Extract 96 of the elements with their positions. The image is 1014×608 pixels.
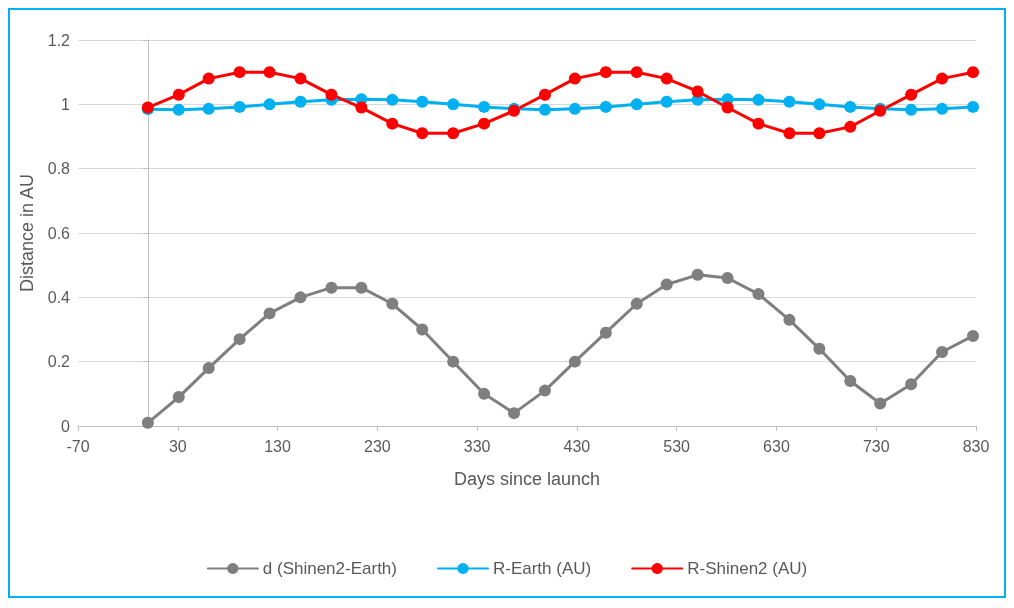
point [202, 102, 215, 115]
point [967, 100, 980, 113]
point [202, 362, 215, 375]
y-tick-label: 0.2 [47, 353, 71, 371]
y-tick-label: 0.4 [47, 288, 71, 306]
x-tick-label: 230 [363, 437, 391, 455]
point [447, 98, 460, 111]
point [936, 72, 949, 85]
point [752, 93, 765, 106]
point [202, 72, 215, 85]
point [905, 378, 918, 391]
point [355, 101, 368, 114]
point [813, 98, 826, 111]
x-tick-label: 630 [763, 437, 790, 455]
point [386, 297, 399, 310]
point [874, 397, 887, 410]
point [263, 98, 276, 111]
point [691, 85, 704, 98]
point [568, 102, 581, 115]
point [416, 323, 429, 336]
point [844, 374, 857, 387]
point [660, 72, 673, 85]
point [721, 272, 734, 285]
point [263, 66, 276, 79]
point [538, 384, 551, 397]
point [294, 291, 307, 304]
point [141, 416, 154, 429]
point [599, 100, 612, 113]
point [691, 268, 704, 281]
point [783, 127, 796, 140]
point [538, 88, 551, 101]
point [233, 100, 246, 113]
point [294, 95, 307, 108]
point [967, 66, 980, 79]
x-tick-label: 30 [168, 437, 187, 455]
x-tick-label: 130 [264, 437, 291, 455]
point [233, 333, 246, 346]
point [813, 342, 826, 355]
y-tick-label: 0.6 [47, 224, 71, 242]
point [783, 313, 796, 326]
point [233, 66, 246, 79]
point [967, 329, 980, 342]
point [478, 100, 491, 113]
y-tick-label: 1.2 [47, 31, 71, 49]
point [355, 281, 368, 294]
point [447, 127, 460, 140]
point [599, 66, 612, 79]
point [660, 278, 673, 291]
point [172, 391, 185, 404]
point [721, 101, 734, 114]
point [936, 102, 949, 115]
legend-label: d (Shinen2-Earth) [262, 559, 397, 578]
point [630, 297, 643, 310]
point [568, 355, 581, 368]
point [538, 103, 551, 116]
point [508, 407, 521, 420]
point [783, 95, 796, 108]
x-tick-label: 430 [563, 437, 591, 455]
point [386, 117, 399, 130]
point [905, 103, 918, 116]
point [172, 103, 185, 116]
x-tick-label: 330 [463, 437, 491, 455]
y-tick-label: 0 [61, 417, 71, 435]
point [478, 117, 491, 130]
point [416, 127, 429, 140]
x-tick-label: 830 [962, 437, 990, 455]
point [905, 88, 918, 101]
point [263, 307, 276, 320]
legend-label: R-Earth (AU) [492, 559, 592, 578]
point [660, 95, 673, 108]
y-axis-title: Distance in AU [17, 173, 37, 293]
x-tick-label: -70 [66, 437, 90, 455]
point [325, 88, 338, 101]
x-tick-label: 530 [663, 437, 691, 455]
point [447, 355, 460, 368]
y-tick-label: 1 [61, 95, 71, 113]
point [386, 93, 399, 106]
point [813, 127, 826, 140]
point [478, 387, 491, 400]
point [630, 98, 643, 111]
point [294, 72, 307, 85]
point [630, 66, 643, 79]
point [416, 95, 429, 108]
x-tick-label: 730 [862, 437, 890, 455]
y-tick-label: 0.8 [47, 160, 71, 178]
point [752, 117, 765, 130]
legend-label: R-Shinen2 (AU) [687, 559, 808, 578]
point [752, 288, 765, 301]
x-axis-title: Days since launch [453, 469, 601, 489]
point [599, 326, 612, 339]
point [844, 100, 857, 113]
point [172, 88, 185, 101]
point [325, 281, 338, 294]
point [844, 120, 857, 133]
point [936, 346, 949, 359]
point [568, 72, 581, 85]
